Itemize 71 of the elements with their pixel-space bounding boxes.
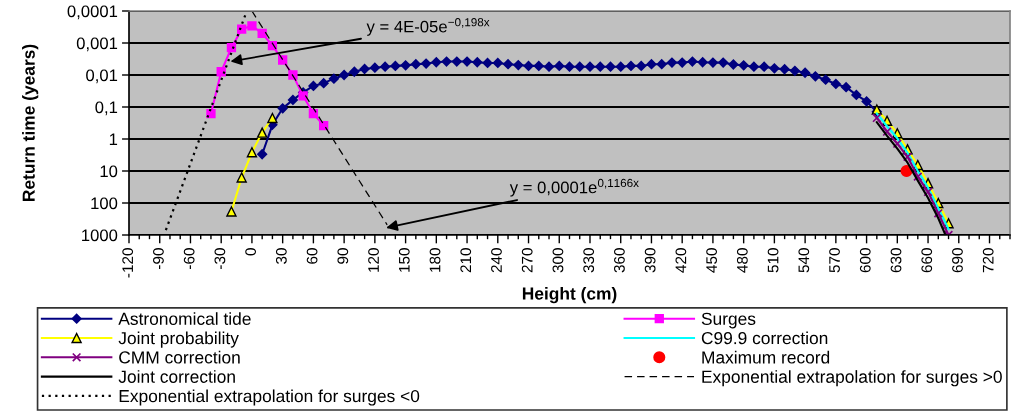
point <box>267 112 278 124</box>
point <box>882 127 892 137</box>
legend-label: Exponential extrapolation for surges <0 <box>119 389 420 406</box>
point <box>933 208 943 218</box>
x-tick-label: 360 <box>614 248 625 273</box>
x-tick-label: 570 <box>829 248 840 273</box>
point <box>206 108 216 119</box>
point <box>892 139 902 149</box>
x-tick-label: 420 <box>675 248 687 273</box>
x-tick-label: 540 <box>798 248 810 273</box>
annotation: y = 0,0001e$^{0,1166x}$ <box>509 178 639 197</box>
x-tick-label: 240 <box>491 248 502 273</box>
legend-label: Joint probability <box>118 331 239 348</box>
legend-label: CMM correction <box>119 350 240 364</box>
x-tick-label: 720 <box>982 248 994 273</box>
point <box>913 171 923 182</box>
x-tick-label: -120 <box>122 248 134 278</box>
x-tick-label: -60 <box>183 248 195 269</box>
point <box>226 43 237 53</box>
legend-label: Surges <box>701 312 756 329</box>
point <box>216 67 226 77</box>
point <box>256 127 268 138</box>
point <box>923 187 933 197</box>
x-axis-title: Height (cm) <box>522 286 617 304</box>
legend-label: Joint correction <box>118 370 235 383</box>
x-tick-label: -90 <box>153 248 164 269</box>
y-tick-label: 10 <box>100 165 118 178</box>
x-tick-label: 0 <box>245 248 257 256</box>
x-tick-label: 90 <box>337 248 349 264</box>
point <box>237 24 247 34</box>
point <box>257 28 267 39</box>
y-tick-label: 1 <box>109 133 118 146</box>
x-tick-label: 120 <box>368 248 379 272</box>
x-tick-label: 60 <box>306 248 318 264</box>
point <box>278 55 288 65</box>
point <box>226 206 237 217</box>
x-tick-label: 480 <box>736 248 748 273</box>
y-tick-label: 1000 <box>82 229 118 242</box>
x-tick-label: 660 <box>921 248 933 273</box>
point <box>288 70 298 80</box>
x-tick-label: 600 <box>859 248 871 273</box>
y-axis-title: Return time (years) <box>22 44 39 201</box>
point <box>298 91 308 101</box>
x-tick-label: 510 <box>767 248 779 273</box>
x-tick-label: 180 <box>429 248 441 272</box>
legend-label: C99.9 correction <box>701 331 828 345</box>
point <box>246 147 258 158</box>
y-tick-label: 100 <box>91 197 118 210</box>
x-tick-label: 690 <box>952 248 963 273</box>
annotation: y = 4E-05e$^{−0,198x}$ <box>366 18 490 36</box>
legend-label: Maximum record <box>702 350 830 364</box>
point <box>872 113 882 123</box>
x-tick-label: 330 <box>583 248 595 273</box>
point <box>247 21 257 31</box>
y-tick-label: 0,01 <box>86 69 118 84</box>
y-tick-label: 0,001 <box>76 37 118 52</box>
point <box>902 152 913 162</box>
y-tick-label: 0,0001 <box>67 5 118 20</box>
x-tick-label: 30 <box>275 248 287 264</box>
x-tick-label: 450 <box>706 248 718 273</box>
legend-label: Astronomical tide <box>118 312 251 325</box>
legend-label: Exponential extrapolation for surges >0 <box>702 370 1002 387</box>
x-tick-label: -30 <box>214 248 226 269</box>
point <box>236 172 247 183</box>
x-tick-label: 390 <box>644 248 656 273</box>
x-tick-label: 270 <box>521 248 533 273</box>
y-tick-label: 0,1 <box>95 101 118 116</box>
x-tick-label: 210 <box>460 248 472 273</box>
x-tick-label: 300 <box>552 248 564 273</box>
x-tick-label: 630 <box>890 248 902 273</box>
x-tick-label: 150 <box>398 248 410 272</box>
